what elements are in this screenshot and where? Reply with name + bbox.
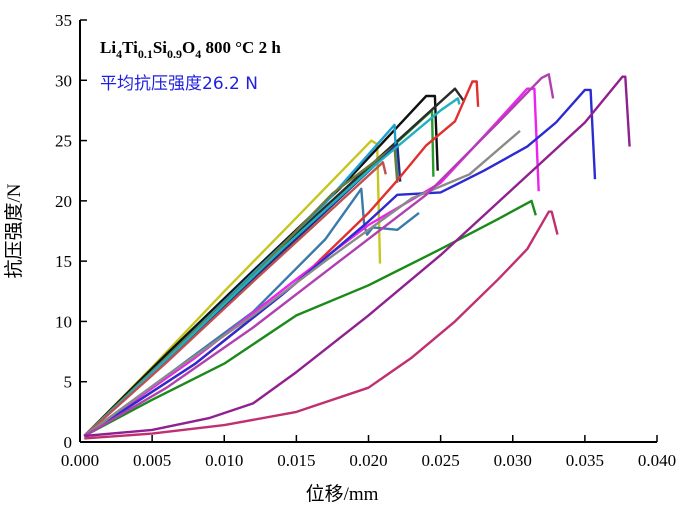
series-line-17 <box>84 75 631 438</box>
x-tick-label: 0.030 <box>494 451 532 470</box>
series-line-14 <box>83 129 521 437</box>
y-axis-title: 抗压强度/N <box>3 183 25 278</box>
x-tick-label: 0.005 <box>133 451 171 470</box>
series-line-18 <box>84 210 559 440</box>
x-tick-label: 0.020 <box>349 451 387 470</box>
y-tick-label: 25 <box>55 132 72 151</box>
y-tick-label: 20 <box>55 192 72 211</box>
sample-label-subscript: 0.1 <box>138 47 153 61</box>
x-tick-label: 0.000 <box>61 451 99 470</box>
series-line-16 <box>83 73 555 438</box>
sample-label-subscript: 4 <box>195 47 201 61</box>
series-line-12 <box>83 87 540 437</box>
x-axis-title: 位移/mm <box>306 483 379 505</box>
sample-label-subscript: 4 <box>116 47 122 61</box>
x-tick-label: 0.015 <box>277 451 315 470</box>
average-strength-label: 平均抗压强度26.2 N <box>100 74 258 94</box>
y-tick-label: 15 <box>55 252 72 271</box>
y-tick-label: 30 <box>55 71 72 90</box>
series-layer <box>83 73 631 440</box>
sample-label: Li4Ti0.1Si0.9O4 800 °C 2 h <box>100 38 281 61</box>
y-tick-label: 10 <box>55 312 72 331</box>
sample-label-part: Li <box>100 38 116 57</box>
sample-label-part: Si <box>153 38 167 57</box>
sample-label-part: Ti <box>122 38 138 57</box>
y-tick-label: 5 <box>64 373 73 392</box>
y-tick-label: 0 <box>64 433 73 452</box>
sample-label-subscript: 0.9 <box>167 47 182 61</box>
sample-label-part: O <box>182 38 195 57</box>
series-line-13 <box>83 88 597 438</box>
tick-layer: 0.000 0.005 0.010 0.015 0.020 0.025 0.030 0.035… <box>55 11 676 470</box>
x-tick-label: 0.025 <box>422 451 460 470</box>
sample-label-part: 800 °C 2 h <box>201 38 281 57</box>
x-tick-label: 0.010 <box>205 451 243 470</box>
series-line-10 <box>83 187 420 437</box>
series-line-15 <box>83 199 537 438</box>
y-tick-label: 35 <box>55 11 72 30</box>
series-line-9 <box>83 161 387 437</box>
x-tick-label: 0.040 <box>638 451 676 470</box>
series-line-8 <box>83 97 461 437</box>
x-tick-label: 0.035 <box>566 451 604 470</box>
